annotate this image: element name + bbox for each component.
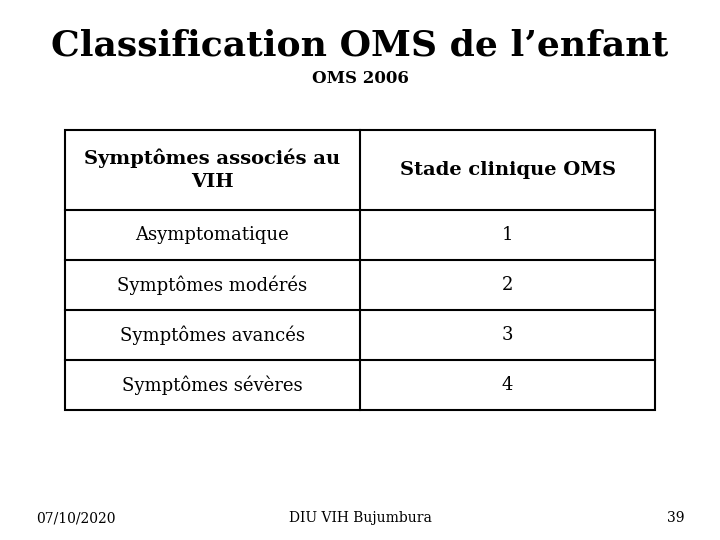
Text: Symptômes associés au
VIH: Symptômes associés au VIH (84, 148, 341, 191)
Text: Asymptomatique: Asymptomatique (135, 226, 289, 244)
Text: Classification OMS de l’enfant: Classification OMS de l’enfant (51, 29, 669, 63)
Text: 07/10/2020: 07/10/2020 (36, 511, 115, 525)
Bar (65, 130, 655, 410)
Text: Stade clinique OMS: Stade clinique OMS (400, 161, 616, 179)
Text: 39: 39 (667, 511, 684, 525)
Text: Symptômes sévères: Symptômes sévères (122, 376, 302, 395)
Text: Symptômes avancés: Symptômes avancés (120, 326, 305, 345)
Text: 4: 4 (502, 376, 513, 394)
Text: OMS 2006: OMS 2006 (312, 70, 408, 87)
Text: DIU VIH Bujumbura: DIU VIH Bujumbura (289, 511, 431, 525)
Text: 1: 1 (502, 226, 513, 244)
Text: 2: 2 (502, 276, 513, 294)
Text: 3: 3 (502, 326, 513, 344)
Text: Symptômes modérés: Symptômes modérés (117, 275, 307, 295)
